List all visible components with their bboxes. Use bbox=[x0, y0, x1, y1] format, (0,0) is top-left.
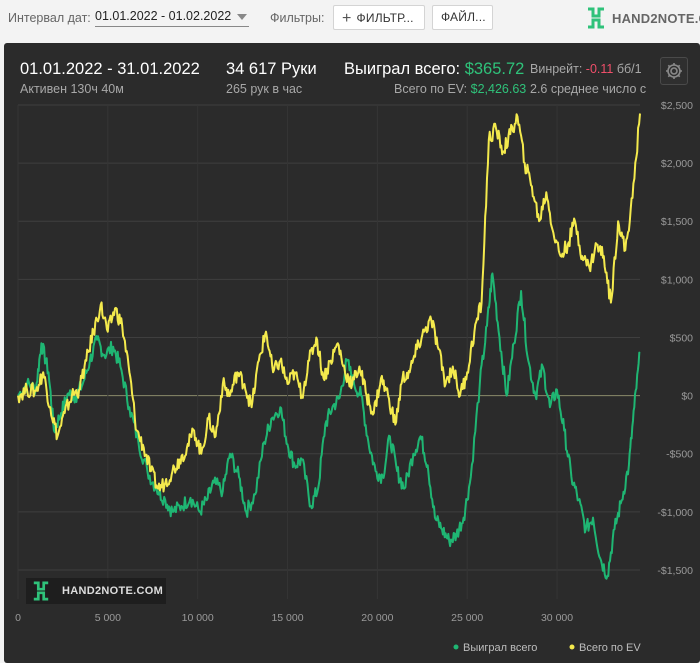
series-line bbox=[17, 113, 641, 493]
hands-count: 34 617 Руки bbox=[226, 60, 317, 78]
plus-icon: + bbox=[342, 10, 352, 27]
winrate-value: -0.11 bbox=[585, 62, 614, 76]
h2n-logo-icon bbox=[588, 7, 604, 29]
y-tick-label: $0 bbox=[681, 391, 693, 403]
gear-icon bbox=[666, 63, 682, 79]
watermark-text: HAND2NOTE.COM bbox=[62, 585, 164, 597]
h2n-logo-icon bbox=[33, 581, 49, 601]
files-button-label: ФАЙЛ... bbox=[441, 10, 486, 24]
x-tick-label: 25 000 bbox=[451, 612, 483, 624]
y-tick-label: -$1,500 bbox=[657, 565, 693, 577]
graph-panel: 01.01.2022 - 31.01.2022 Активен 130ч 40м… bbox=[4, 43, 700, 663]
add-filter-button[interactable]: + ФИЛЬТР... bbox=[333, 5, 425, 30]
y-tick-label: -$1,000 bbox=[657, 507, 693, 519]
won-label: Выиграл всего: bbox=[344, 60, 461, 78]
x-tick-label: 15 000 bbox=[271, 612, 303, 624]
x-tick-label: 10 000 bbox=[182, 612, 214, 624]
y-tick-label: $500 bbox=[670, 332, 694, 344]
toolbar: Интервал дат: 01.01.2022 - 01.02.2022 Фи… bbox=[0, 0, 700, 40]
hands-per-hour: 265 рук в час bbox=[226, 82, 303, 96]
winrate-label: Винрейт: bbox=[530, 62, 583, 76]
date-range-select[interactable]: 01.01.2022 - 01.02.2022 bbox=[95, 9, 250, 27]
files-button[interactable]: ФАЙЛ... bbox=[432, 5, 493, 30]
date-range-value: 01.01.2022 - 01.02.2022 bbox=[95, 9, 232, 23]
date-range-label: Интервал дат: bbox=[8, 11, 91, 25]
legend-label: Всего по EV bbox=[579, 642, 641, 654]
y-tick-label: $2,500 bbox=[661, 100, 693, 112]
winrate: Винрейт: -0.11 бб/1 bbox=[530, 62, 642, 76]
legend-label: Выиграл всего bbox=[463, 642, 537, 654]
y-tick-label: $2,000 bbox=[661, 158, 693, 170]
x-tick-label: 30 000 bbox=[541, 612, 573, 624]
avg-players: 2.6 среднее число с bbox=[530, 82, 647, 96]
y-tick-label: -$500 bbox=[666, 449, 693, 461]
ev-label: Всего по EV: bbox=[394, 82, 468, 96]
x-tick-label: 0 bbox=[15, 612, 21, 624]
active-time: Активен 130ч 40м bbox=[20, 82, 124, 96]
settings-button[interactable] bbox=[660, 57, 688, 85]
caret-down-icon bbox=[237, 14, 248, 20]
legend-marker bbox=[453, 644, 459, 650]
winrate-unit: бб/1 bbox=[616, 62, 642, 76]
period-value: 01.01.2022 - 31.01.2022 bbox=[20, 60, 200, 78]
add-filter-label: ФИЛЬТР... bbox=[356, 11, 414, 25]
filters-label: Фильтры: bbox=[270, 11, 325, 25]
y-tick-label: $1,000 bbox=[661, 274, 693, 286]
won-total: Выиграл всего: $365.72 bbox=[344, 60, 524, 79]
won-value: $365.72 bbox=[464, 60, 525, 78]
ev-total: Всего по EV: $2,426.63 bbox=[394, 82, 526, 96]
x-tick-label: 20 000 bbox=[361, 612, 393, 624]
ev-value: $2,426.63 bbox=[470, 82, 527, 96]
legend-marker bbox=[569, 644, 575, 650]
x-tick-label: 5 000 bbox=[95, 612, 121, 624]
series-line bbox=[17, 272, 641, 580]
brand-text: HAND2NOTE.COM bbox=[612, 11, 700, 26]
watermark: HAND2NOTE.COM bbox=[26, 578, 166, 604]
y-tick-label: $1,500 bbox=[661, 216, 693, 228]
profit-chart: $2,500 $2,000 $1,500 $1,000 $500 $0 -$500 -$1,0… bbox=[15, 100, 694, 654]
